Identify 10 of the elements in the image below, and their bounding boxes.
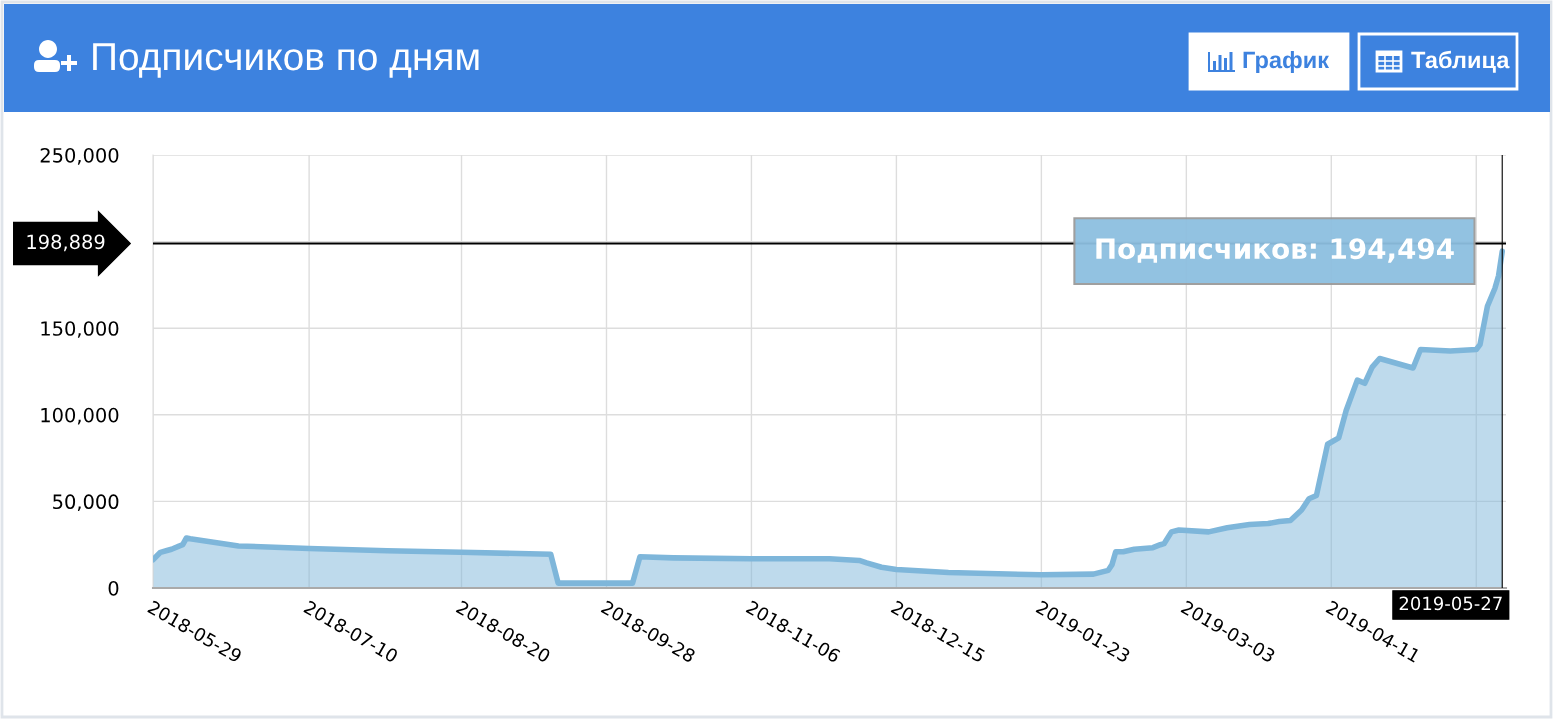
annotation: Подписчиков: 194,494 <box>1096 238 1454 263</box>
y-tick-label: 0 <box>108 580 119 596</box>
text: График <box>1243 51 1330 73</box>
y-tick-label: 150,000 <box>41 321 119 338</box>
text: Таблица <box>1411 50 1510 73</box>
ref-line-label: 198,889 <box>27 234 105 252</box>
y-tick-label: 50,000 <box>53 494 119 512</box>
y-tick-label: 100,000 <box>41 407 119 425</box>
chart-title: Подписчиков по дням <box>93 43 479 78</box>
y-tick-label: 250,000 <box>40 147 119 165</box>
